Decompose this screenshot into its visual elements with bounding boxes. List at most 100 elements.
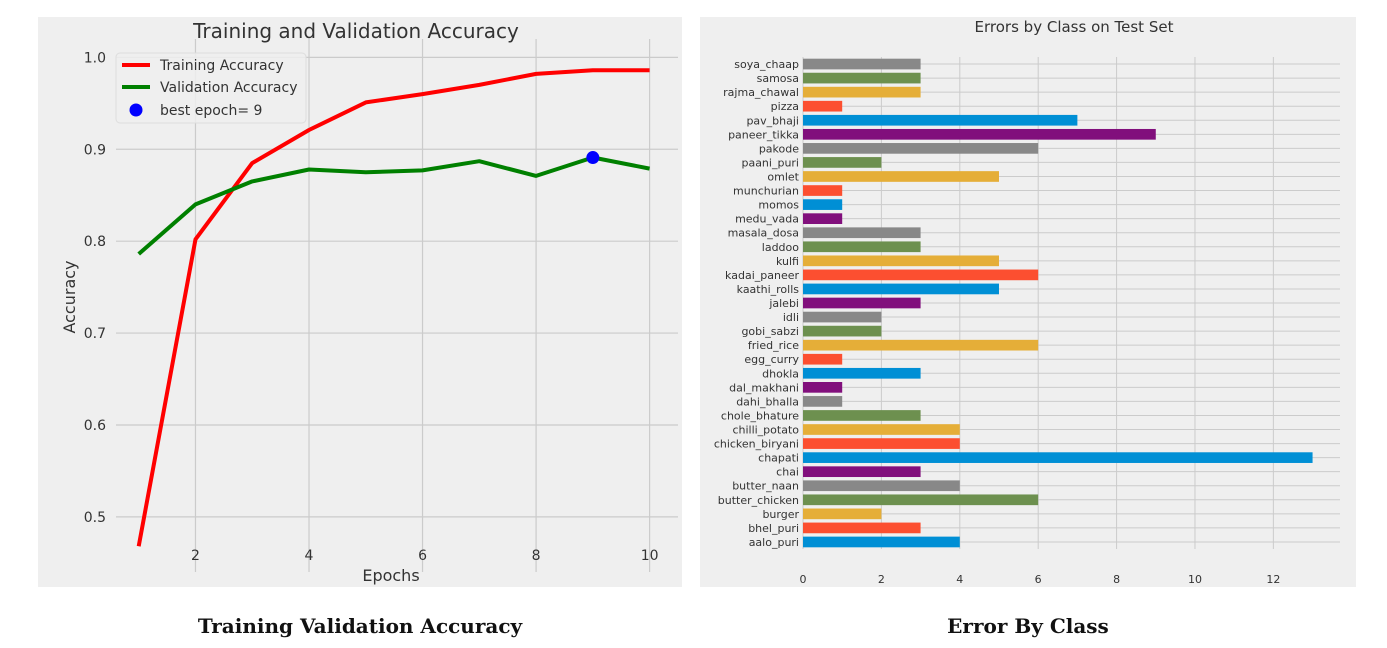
x-tick-label: 10 (1188, 573, 1202, 586)
chart-title: Errors by Class on Test Set (975, 18, 1174, 36)
category-label: chilli_potato (732, 424, 799, 437)
x-axis-label: Epochs (362, 566, 419, 585)
bar (803, 508, 882, 520)
bar (803, 396, 843, 407)
category-label: medu_vada (735, 213, 799, 226)
category-label: chapati (758, 452, 799, 465)
category-label: soya_chaap (734, 58, 799, 71)
bar (803, 157, 882, 168)
best-epoch-marker (586, 151, 600, 165)
category-label: munchurian (733, 185, 799, 198)
category-label: egg_curry (744, 353, 799, 366)
chart-title: Training and Validation Accuracy (192, 19, 519, 43)
bar (803, 128, 1156, 140)
category-label: pav_bhaji (746, 114, 799, 127)
bar (803, 480, 960, 492)
bar (803, 382, 843, 393)
bar (803, 171, 999, 182)
category-label: dhokla (762, 367, 799, 380)
accuracy-chart-panel: 0.5 0.6 0.7 0.8 0.9 1.0 2 4 6 8 10 Training and Val… (38, 17, 682, 587)
errors-caption: Error By Class (947, 614, 1109, 638)
bar (803, 297, 921, 309)
bar (803, 311, 882, 323)
series-line (137, 155, 650, 256)
category-label: butter_chicken (718, 494, 799, 507)
bar (803, 72, 921, 84)
category-label: kulfi (776, 255, 799, 268)
category-label: fried_rice (748, 339, 799, 352)
bar (803, 213, 843, 224)
bar (803, 199, 843, 210)
bar (803, 452, 1313, 463)
y-tick-label: 0.9 (84, 142, 106, 158)
x-tick-label: 2 (878, 573, 885, 586)
category-label: jalebi (768, 297, 799, 310)
category-label: burger (762, 508, 799, 521)
bar (803, 241, 921, 253)
category-label: omlet (767, 170, 799, 183)
legend-box (115, 52, 307, 124)
category-label: bhel_puri (748, 522, 799, 535)
category-label: dahi_bhalla (736, 395, 799, 408)
accuracy-caption: Training Validation Accuracy (197, 614, 523, 638)
bar (803, 283, 999, 295)
y-tick-label: 0.7 (84, 326, 106, 342)
bar (803, 100, 843, 112)
category-label: kadai_paneer (725, 269, 799, 282)
bar (803, 536, 960, 548)
bar (803, 269, 1039, 281)
category-label: momos (758, 199, 799, 212)
y-tick-label: 1.0 (84, 50, 106, 66)
category-label: gobi_sabzi (741, 325, 799, 338)
bar (803, 438, 960, 449)
x-tick-label: 10 (641, 548, 659, 564)
bar (803, 227, 921, 239)
bar (803, 325, 882, 337)
category-label: paani_puri (741, 156, 799, 169)
series-line (136, 68, 650, 547)
errors-chart-panel: 0 2 4 6 8 10 12 Errors by Class on Test Set soya… (700, 17, 1356, 587)
accuracy-chart: 0.5 0.6 0.7 0.8 0.9 1.0 2 4 6 8 10 Training and Val… (60, 19, 678, 585)
bar (803, 522, 921, 534)
bar (803, 255, 999, 267)
bar (803, 185, 843, 196)
legend-label: Training Accuracy (159, 58, 284, 74)
x-tick-label: 8 (1113, 573, 1120, 586)
legend-marker (129, 103, 143, 117)
x-tick-label: 4 (305, 548, 314, 564)
x-tick-label: 8 (532, 548, 541, 564)
category-label: pakode (759, 142, 799, 155)
y-tick-label: 0.6 (84, 418, 106, 434)
bar (803, 466, 921, 478)
category-label: idli (783, 311, 799, 324)
bar (803, 86, 921, 98)
category-label: pizza (771, 100, 799, 113)
bar (803, 494, 1039, 506)
bar (803, 58, 921, 70)
category-label: samosa (757, 72, 799, 85)
bar (803, 424, 960, 435)
x-tick-label: 6 (418, 548, 427, 564)
legend-label: Validation Accuracy (160, 80, 298, 96)
category-label: butter_naan (732, 480, 799, 493)
category-label: chole_bhature (721, 409, 799, 422)
category-label: masala_dosa (728, 227, 799, 240)
y-tick-label: 0.5 (84, 510, 106, 526)
category-label: laddoo (762, 241, 799, 254)
x-tick-label: 2 (191, 548, 200, 564)
x-tick-label: 4 (956, 573, 963, 586)
legend-label: best epoch= 9 (160, 103, 262, 119)
x-tick-label: 6 (1035, 573, 1042, 586)
category-label: kaathi_rolls (737, 283, 800, 296)
bar (803, 143, 1039, 154)
x-tick-label: 0 (800, 573, 807, 586)
category-label: chicken_biryani (714, 438, 799, 451)
errors-chart: 0 2 4 6 8 10 12 Errors by Class on Test Set soya… (714, 18, 1340, 586)
bar (803, 339, 1039, 351)
category-label: rajma_chawal (723, 86, 799, 99)
y-tick-label: 0.8 (84, 234, 106, 250)
category-label: paneer_tikka (728, 128, 799, 141)
category-label: chai (776, 466, 799, 479)
category-label: aalo_puri (749, 536, 799, 549)
y-axis-label: Accuracy (60, 260, 79, 333)
